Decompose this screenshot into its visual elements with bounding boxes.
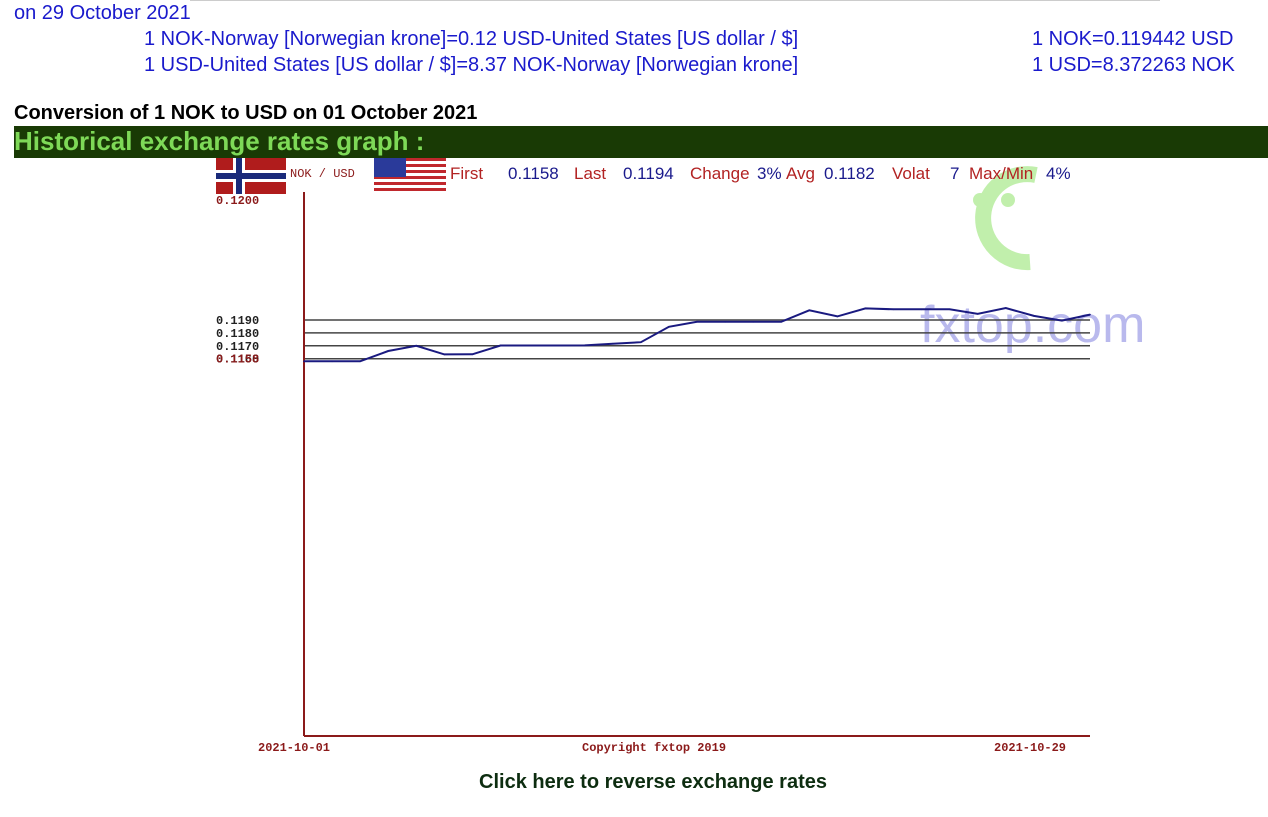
stat-volat-value: 7 [950, 164, 959, 183]
stat-first-label: First [450, 164, 483, 183]
stat-first-value: 0.1158 [508, 164, 559, 183]
data-point [443, 353, 446, 356]
data-point [864, 307, 867, 310]
data-point [612, 342, 614, 345]
data-point [471, 353, 474, 356]
stat-avg-label: Avg [786, 164, 815, 183]
y-tick-label: 0.1158 [216, 352, 259, 366]
y-tick-label: 0.1160 [216, 353, 259, 367]
data-point [499, 344, 502, 347]
graph-banner-text: Historical exchange rates graph : [14, 126, 425, 156]
conversion-line-usd-nok: 1 USD-United States [US dollar / $]=8.37… [144, 54, 799, 76]
data-point [387, 350, 390, 352]
data-point [696, 321, 698, 323]
data-point [948, 308, 951, 311]
stat-maxmin-label: Max/Min [969, 164, 1033, 183]
y-tick-label: 0.1190 [216, 314, 259, 328]
data-point [892, 308, 895, 311]
data-point [1061, 319, 1063, 322]
graph-banner: Historical exchange rates graph : [14, 126, 1268, 158]
data-point [303, 360, 305, 363]
watermark-eye-right [1001, 193, 1015, 207]
us-flag-icon [374, 158, 446, 194]
data-point [583, 344, 586, 347]
watermark-text: fxtop.com [920, 296, 1145, 354]
data-point [1005, 307, 1007, 309]
watermark-smile-icon [975, 166, 1038, 271]
stat-last-label: Last [574, 164, 606, 183]
watermark-eye-left [973, 193, 987, 207]
pair-label: NOK / USD [290, 167, 355, 181]
series-layer [303, 306, 1091, 363]
rate-usd-nok: 1 USD=8.372263 NOK [1032, 54, 1235, 76]
grid-lines [304, 319, 1090, 360]
y-tick-label: 0.1170 [216, 340, 259, 354]
conversion-line-nok-usd: 1 NOK-Norway [Norwegian krone]=0.12 USD-… [144, 28, 799, 50]
stat-avg-value: 0.1182 [824, 164, 875, 183]
norway-flag-icon [216, 158, 286, 194]
data-point [836, 315, 839, 318]
data-point [527, 344, 530, 347]
data-point [640, 341, 642, 344]
conversion-title: Conversion of 1 NOK to USD on 01 October… [14, 102, 478, 124]
data-point [976, 313, 979, 315]
x-label-end: 2021-10-29 [994, 741, 1066, 755]
data-point [415, 345, 418, 347]
reverse-rates-link[interactable]: Click here to reverse exchange rates [479, 771, 827, 793]
data-point [808, 309, 811, 312]
data-point [668, 326, 670, 328]
stat-change-value: 3% [757, 164, 782, 183]
x-label-start: 2021-10-01 [258, 741, 330, 755]
data-point [724, 321, 726, 323]
date-line: on 29 October 2021 [14, 2, 191, 24]
data-point [1089, 313, 1091, 316]
stat-change-label: Change [690, 164, 750, 183]
data-point [780, 321, 782, 323]
copyright-label: Copyright fxtop 2019 [582, 741, 726, 755]
stat-volat-label: Volat [892, 164, 930, 183]
data-point [752, 321, 754, 323]
data-point [920, 308, 923, 311]
rate-nok-usd: 1 NOK=0.119442 USD [1032, 28, 1234, 50]
fxtop-watermark: fxtop.com [920, 166, 1145, 354]
y-tick-label: 0.1200 [216, 194, 259, 208]
data-point [555, 344, 558, 347]
stat-last-value: 0.1194 [623, 164, 674, 183]
data-point [1033, 315, 1035, 317]
data-point [359, 360, 361, 363]
data-point [331, 360, 333, 363]
top-divider [190, 0, 1160, 1]
stat-maxmin-value: 4% [1046, 164, 1071, 183]
y-tick-label: 0.1180 [216, 327, 259, 341]
